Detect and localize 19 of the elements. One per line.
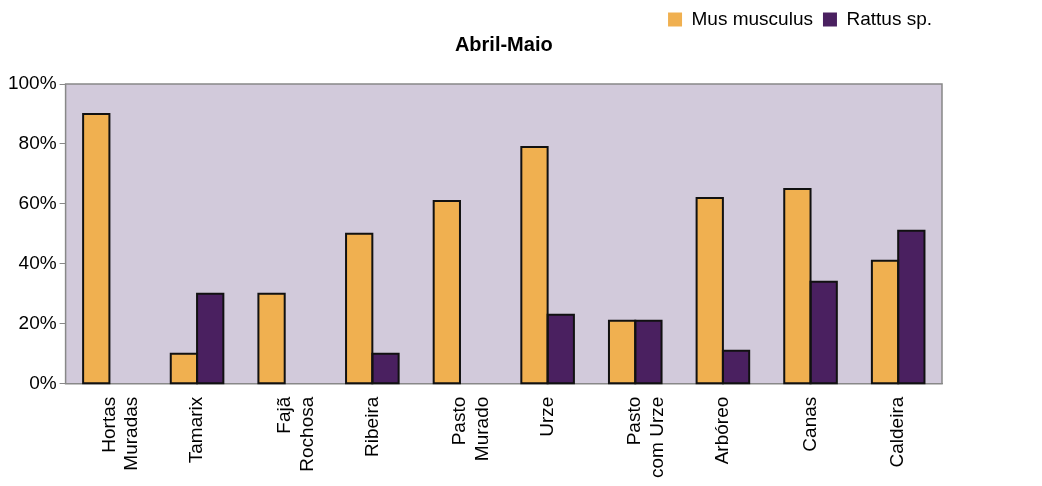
x-tick-label: Fajã Rochosa (272, 396, 317, 472)
y-tick-label: 100% (7, 72, 57, 94)
x-tick-label: Arbóreo (711, 396, 733, 465)
x-tick-label: Urze (535, 396, 557, 437)
y-tick-label: 0% (29, 371, 57, 393)
legend-label: Rattus sp. (846, 7, 933, 29)
chart-title: Abril-Maio (454, 32, 553, 55)
x-tick-label: Tamarix (185, 396, 207, 464)
x-tick-label: Hortas Muradas (97, 396, 142, 471)
x-tick-label: Ribeira (360, 396, 382, 457)
x-tick-label: Pasto com Urze (623, 396, 668, 479)
y-tick-label: 80% (18, 132, 57, 154)
y-tick-label: 60% (18, 192, 57, 214)
x-tick-label: Canas (798, 396, 820, 452)
y-tick-label: 20% (18, 312, 57, 333)
legend-label: Mus musculus (691, 7, 813, 29)
x-tick-label: Caldeira (886, 396, 908, 468)
x-tick-label: Pasto Murado (448, 396, 493, 462)
y-tick-label: 40% (18, 252, 57, 274)
